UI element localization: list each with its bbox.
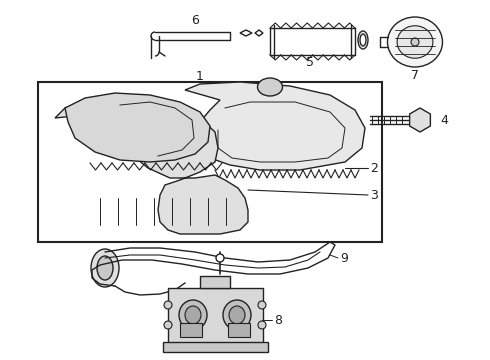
Ellipse shape (164, 301, 172, 309)
Polygon shape (65, 93, 210, 162)
Polygon shape (55, 100, 248, 234)
Text: 6: 6 (191, 14, 199, 27)
Ellipse shape (388, 17, 442, 67)
Polygon shape (240, 30, 252, 36)
Text: 1: 1 (196, 69, 204, 82)
Ellipse shape (229, 306, 245, 324)
Text: 7: 7 (411, 68, 419, 81)
Ellipse shape (258, 301, 266, 309)
Bar (168, 288, 263, 343)
Text: 5: 5 (306, 55, 314, 68)
Text: 4: 4 (440, 113, 448, 126)
Polygon shape (255, 30, 263, 36)
Text: 9: 9 (340, 252, 348, 265)
Bar (38, 82, 382, 242)
Ellipse shape (411, 38, 419, 46)
Ellipse shape (97, 256, 113, 280)
Text: 2: 2 (370, 162, 378, 175)
Text: 3: 3 (370, 189, 378, 202)
Ellipse shape (91, 249, 119, 287)
Bar (163, 342, 268, 352)
Bar (228, 323, 250, 337)
Ellipse shape (258, 321, 266, 329)
Ellipse shape (164, 321, 172, 329)
Ellipse shape (223, 300, 251, 330)
Ellipse shape (179, 300, 207, 330)
Bar (200, 276, 230, 288)
Ellipse shape (397, 26, 433, 58)
Polygon shape (185, 82, 365, 170)
Text: 8: 8 (274, 314, 282, 327)
Ellipse shape (358, 31, 368, 49)
Ellipse shape (216, 254, 224, 262)
Polygon shape (410, 108, 430, 132)
Bar (180, 323, 202, 337)
Ellipse shape (258, 78, 283, 96)
Ellipse shape (185, 306, 201, 324)
Ellipse shape (360, 34, 366, 46)
